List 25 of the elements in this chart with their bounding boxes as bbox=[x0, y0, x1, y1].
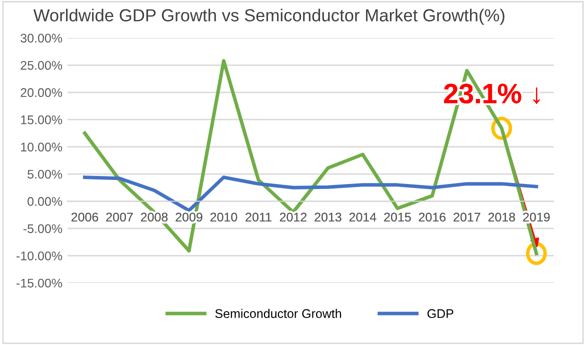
x-tick-label: 2017 bbox=[454, 212, 480, 222]
x-tick-label: 2010 bbox=[210, 212, 238, 222]
y-tick-label: 30.00% bbox=[20, 34, 62, 43]
x-tick-label: 2012 bbox=[280, 212, 306, 222]
y-tick-label: 20.00% bbox=[20, 88, 62, 98]
line-series bbox=[83, 176, 538, 212]
x-tick-label: 2006 bbox=[71, 212, 98, 222]
y-tick-label: -5.00% bbox=[23, 224, 62, 234]
x-tick-label: 2018 bbox=[488, 212, 516, 222]
x-tick-label: 2011 bbox=[246, 212, 272, 222]
x-tick-label: 2015 bbox=[384, 212, 411, 222]
y-tick-label: 0.00% bbox=[28, 197, 62, 206]
y-tick-label: -15.00% bbox=[16, 278, 62, 288]
x-tick-label: 2007 bbox=[106, 212, 133, 222]
legend-label: Semiconductor Growth bbox=[215, 308, 342, 318]
y-tick-label: 5.00% bbox=[28, 170, 62, 179]
y-tick-label: -10.00% bbox=[16, 251, 62, 260]
y-tick-label: 15.00% bbox=[21, 115, 62, 124]
y-tick-label: 25.00% bbox=[20, 60, 62, 70]
y-tick-label: 10.00% bbox=[21, 142, 62, 152]
x-tick-label: 2013 bbox=[314, 212, 342, 222]
x-tick-label: 2014 bbox=[349, 212, 376, 222]
x-tick-label: 2016 bbox=[418, 212, 446, 222]
chart-title: Worldwide GDP Growth vs Semiconductor Market Growth(%) bbox=[33, 8, 504, 25]
legend-label: GDP bbox=[427, 309, 454, 318]
